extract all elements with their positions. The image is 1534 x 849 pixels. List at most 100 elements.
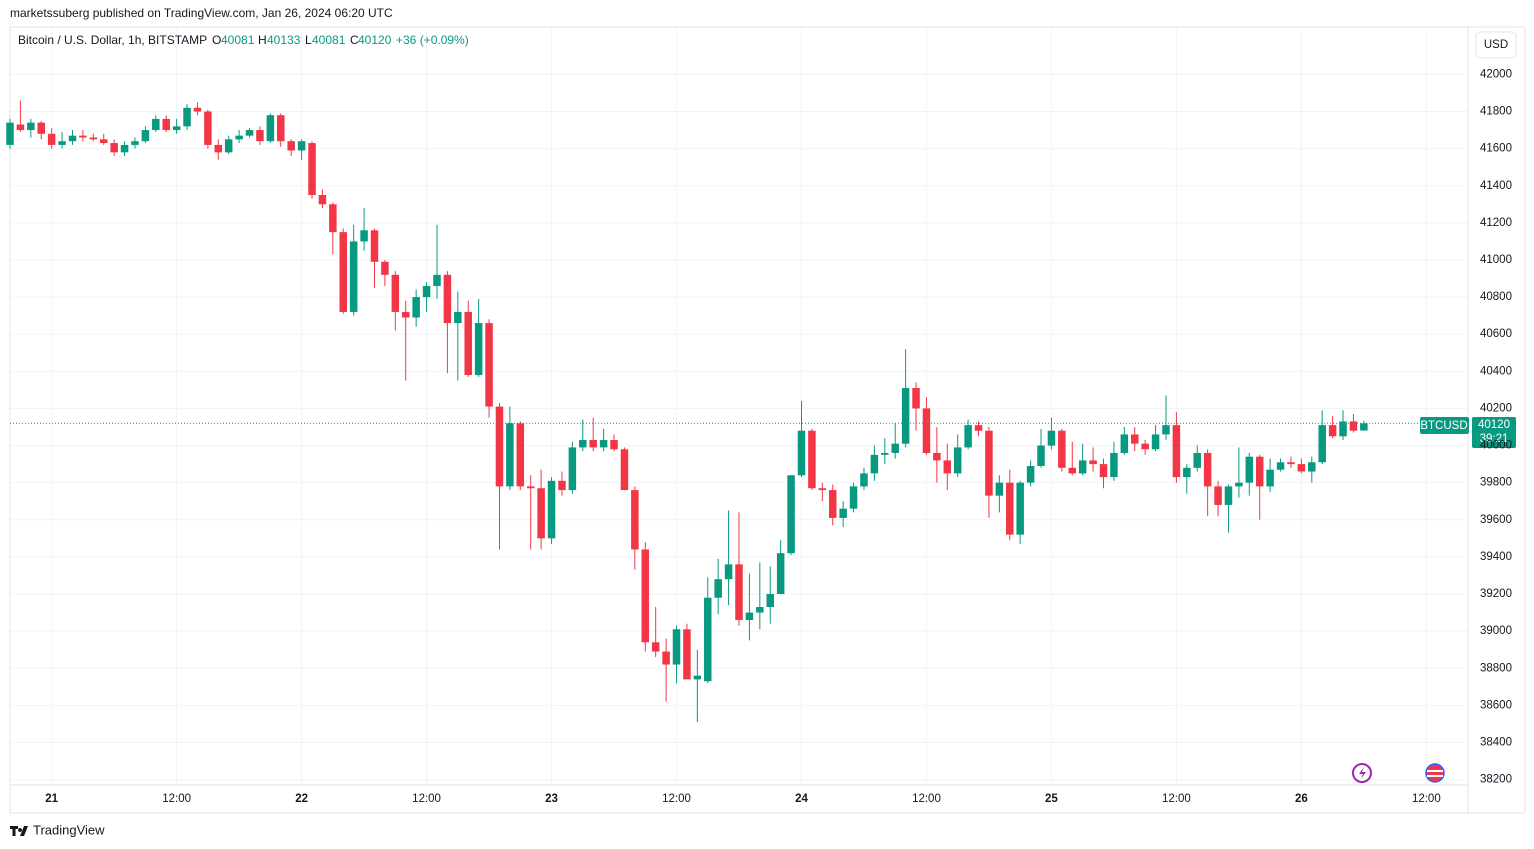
- candle: [1183, 464, 1191, 494]
- candle-body: [89, 137, 98, 140]
- y-tick-label: 38400: [1480, 737, 1512, 749]
- o-label: O: [212, 33, 221, 47]
- candle-body: [974, 425, 983, 431]
- candle-body: [766, 594, 774, 608]
- candle: [339, 228, 348, 314]
- candle-body: [464, 311, 472, 376]
- h-label: H: [258, 33, 267, 47]
- candle: [506, 406, 514, 491]
- candle-body: [235, 135, 243, 140]
- x-tick-label: 12:00: [662, 793, 691, 805]
- candle-body: [214, 144, 223, 153]
- candle-body: [506, 423, 514, 487]
- candle: [860, 467, 868, 491]
- candle-body: [651, 642, 660, 652]
- logo: TradingView: [10, 822, 105, 837]
- candle: [495, 402, 504, 550]
- candle: [89, 133, 98, 142]
- y-tick-label: 39200: [1480, 588, 1512, 600]
- candle-body: [589, 439, 597, 448]
- candle-body: [391, 274, 400, 312]
- candle-body: [776, 553, 785, 595]
- candle-body: [68, 135, 77, 142]
- candle-body: [537, 488, 545, 539]
- logo-mark: [10, 826, 28, 836]
- candle-body: [1183, 467, 1191, 478]
- candle-body: [516, 423, 525, 487]
- lightning-icon[interactable]: [1352, 763, 1372, 783]
- candle-body: [339, 232, 348, 312]
- candle: [349, 224, 358, 316]
- candle-body: [1006, 482, 1014, 535]
- candle: [922, 397, 931, 455]
- candle: [162, 115, 170, 132]
- candle-body: [610, 439, 618, 450]
- candle-body: [985, 430, 993, 496]
- candle-body: [995, 482, 1004, 496]
- candle-body: [912, 388, 920, 409]
- candle-body: [454, 311, 462, 324]
- candle: [99, 133, 108, 145]
- candle: [974, 421, 983, 437]
- candle: [985, 426, 993, 518]
- logo-text: TradingView: [33, 822, 105, 837]
- candle-body: [787, 475, 795, 554]
- candle: [797, 401, 806, 478]
- currency-button[interactable]: [1475, 31, 1517, 59]
- candle-body: [47, 133, 56, 145]
- candle-body: [1214, 486, 1222, 505]
- candle-body: [99, 139, 108, 144]
- candle-body: [318, 195, 327, 205]
- flag-icon[interactable]: [1425, 763, 1445, 783]
- candle: [141, 126, 150, 144]
- candle: [610, 434, 618, 452]
- candle-body: [704, 597, 712, 682]
- y-tick-label: 39400: [1480, 551, 1512, 563]
- x-tick-label: 12:00: [1162, 793, 1191, 805]
- candle: [329, 202, 337, 255]
- candle-body: [1276, 462, 1285, 470]
- candle-body: [933, 452, 941, 461]
- candle-body: [901, 388, 910, 444]
- candle: [1245, 452, 1254, 496]
- candle-body: [641, 549, 650, 643]
- candle: [651, 607, 660, 658]
- candle: [662, 638, 670, 702]
- candle-body: [120, 144, 129, 153]
- candle-body: [131, 141, 139, 145]
- candle: [1308, 456, 1316, 483]
- y-tick-label: 39000: [1480, 625, 1512, 637]
- o-value: 40081: [221, 33, 255, 47]
- candle: [1224, 484, 1233, 533]
- candle-body: [683, 629, 691, 680]
- candle-body: [1318, 425, 1326, 463]
- candle-body: [631, 490, 639, 550]
- candle-body: [922, 408, 931, 453]
- candle: [256, 126, 264, 145]
- candle-body: [1162, 425, 1170, 435]
- candle-body: [745, 612, 754, 620]
- currency[interactable]: USD: [1484, 39, 1508, 51]
- candle-body: [1089, 460, 1097, 465]
- candle-body: [110, 143, 118, 153]
- candle: [724, 510, 733, 606]
- candle-body: [287, 141, 295, 151]
- candle: [828, 484, 837, 526]
- candle: [599, 428, 608, 452]
- candle: [1360, 420, 1368, 431]
- candle-body: [943, 460, 952, 474]
- x-tick-label: 22: [295, 793, 308, 805]
- symbol-tag-text: BTCUSD: [1420, 420, 1467, 432]
- candle-body: [183, 107, 191, 127]
- candle: [474, 298, 483, 377]
- candle-body: [724, 564, 733, 580]
- candle: [1068, 441, 1077, 476]
- candle: [1110, 441, 1118, 481]
- candle-body: [349, 241, 358, 312]
- candle-body: [568, 447, 577, 491]
- candle: [443, 271, 452, 374]
- candle-body: [224, 139, 233, 153]
- candle-body: [870, 454, 879, 474]
- candle-body: [152, 118, 160, 131]
- candle-body: [485, 323, 493, 407]
